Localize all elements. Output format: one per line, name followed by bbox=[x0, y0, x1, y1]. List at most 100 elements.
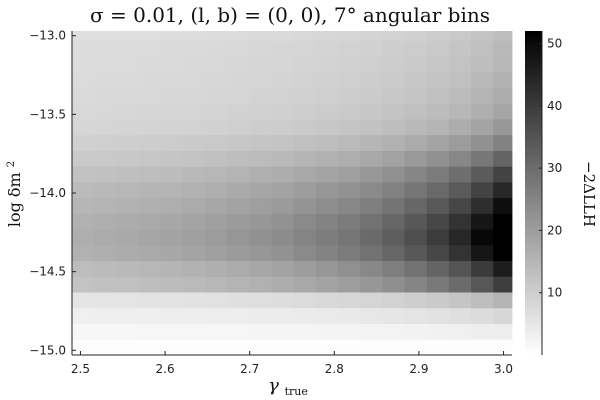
heatmap-cell bbox=[426, 134, 450, 151]
heatmap-cell bbox=[493, 166, 513, 183]
heatmap-cell bbox=[360, 150, 383, 167]
heatmap-cell bbox=[249, 71, 272, 89]
heatmap-cell bbox=[160, 229, 184, 246]
heatmap-cells bbox=[72, 31, 513, 356]
heatmap-cell bbox=[182, 71, 206, 89]
heatmap-cell bbox=[94, 71, 117, 89]
heatmap-cell bbox=[426, 260, 450, 277]
x-tick-label: 2.7 bbox=[240, 362, 259, 376]
heatmap-cell bbox=[293, 166, 317, 183]
x-tick-label: 2.5 bbox=[71, 362, 90, 376]
heatmap-cell bbox=[293, 339, 317, 356]
heatmap-cell bbox=[315, 56, 339, 73]
heatmap-cell bbox=[249, 150, 272, 167]
heatmap-cell bbox=[448, 213, 472, 230]
heatmap-cell bbox=[471, 134, 494, 151]
heatmap-cell bbox=[205, 40, 228, 57]
heatmap-cell bbox=[382, 339, 405, 356]
x-tick-label: 2.8 bbox=[325, 362, 344, 376]
heatmap-cell bbox=[382, 134, 405, 151]
heatmap-cell bbox=[493, 339, 513, 356]
heatmap-cell bbox=[249, 276, 272, 293]
colorbar-tick-label: 10 bbox=[547, 286, 562, 300]
heatmap-cell bbox=[160, 87, 184, 104]
heatmap-cell bbox=[471, 71, 494, 89]
heatmap-cell bbox=[382, 197, 405, 214]
heatmap-cell bbox=[404, 87, 428, 104]
heatmap-cell bbox=[205, 103, 228, 120]
heatmap-cell bbox=[293, 244, 317, 262]
heatmap-cell bbox=[72, 181, 95, 199]
heatmap-cell bbox=[138, 276, 162, 293]
heatmap-cell bbox=[182, 166, 206, 183]
heatmap-cell bbox=[493, 119, 513, 136]
heatmap-cell bbox=[94, 181, 117, 199]
heatmap-cell bbox=[160, 276, 184, 293]
heatmap-cell bbox=[138, 150, 162, 167]
heatmap-cell bbox=[426, 307, 450, 324]
heatmap-cell bbox=[315, 307, 339, 324]
heatmap-cell bbox=[94, 150, 117, 167]
heatmap-cell bbox=[182, 56, 206, 73]
heatmap-cell bbox=[72, 166, 95, 183]
heatmap-cell bbox=[249, 87, 272, 104]
heatmap-cell bbox=[382, 56, 405, 73]
heatmap-cell bbox=[404, 229, 428, 246]
heatmap-cell bbox=[293, 31, 317, 41]
heatmap-cell bbox=[271, 181, 295, 199]
heatmap-cell bbox=[182, 229, 206, 246]
heatmap-cell bbox=[426, 103, 450, 120]
heatmap-cell bbox=[448, 197, 472, 214]
heatmap-cell bbox=[72, 119, 95, 136]
heatmap-cell bbox=[205, 213, 228, 230]
heatmap-cell bbox=[271, 339, 295, 356]
heatmap-cell bbox=[138, 134, 162, 151]
x-axis-label: γ true bbox=[268, 375, 308, 398]
y-axis-label-main: log δm bbox=[5, 172, 24, 227]
heatmap-cell bbox=[448, 166, 472, 183]
heatmap-cell bbox=[72, 292, 95, 309]
heatmap-cell bbox=[138, 119, 162, 136]
heatmap-cell bbox=[293, 71, 317, 89]
heatmap-cell bbox=[448, 276, 472, 293]
x-tick-label: 3.0 bbox=[494, 362, 513, 376]
heatmap-cell bbox=[293, 229, 317, 246]
heatmap-cell bbox=[182, 197, 206, 214]
heatmap-cell bbox=[94, 229, 117, 246]
heatmap-cell bbox=[271, 56, 295, 73]
heatmap-cell bbox=[72, 103, 95, 120]
heatmap-cell bbox=[94, 244, 117, 262]
heatmap-cell bbox=[271, 292, 295, 309]
heatmap-cell bbox=[227, 56, 250, 73]
heatmap-cell bbox=[116, 150, 139, 167]
heatmap-cell bbox=[72, 260, 95, 277]
heatmap-cell bbox=[271, 260, 295, 277]
colorbar-tick-label: 40 bbox=[547, 99, 562, 113]
heatmap-cell bbox=[338, 40, 361, 57]
heatmap-cell bbox=[271, 150, 295, 167]
heatmap-cell bbox=[138, 103, 162, 120]
heatmap-cell bbox=[382, 40, 405, 57]
heatmap-cell bbox=[116, 276, 139, 293]
heatmap-cell bbox=[138, 181, 162, 199]
heatmap-cell bbox=[182, 119, 206, 136]
heatmap-cell bbox=[271, 103, 295, 120]
heatmap-cell bbox=[182, 292, 206, 309]
x-axis: 2.5 2.6 2.7 2.8 2.9 3.0 bbox=[71, 351, 513, 376]
heatmap-cell bbox=[249, 292, 272, 309]
heatmap-cell bbox=[271, 197, 295, 214]
heatmap-cell bbox=[227, 87, 250, 104]
x-tick-label: 2.6 bbox=[156, 362, 175, 376]
heatmap-cell bbox=[116, 292, 139, 309]
heatmap-cell bbox=[360, 181, 383, 199]
heatmap-cell bbox=[493, 229, 513, 246]
heatmap-cell bbox=[404, 307, 428, 324]
heatmap-cell bbox=[138, 244, 162, 262]
heatmap-cell bbox=[160, 339, 184, 356]
heatmap-cell bbox=[382, 31, 405, 41]
heatmap-cell bbox=[360, 307, 383, 324]
heatmap-cell bbox=[471, 260, 494, 277]
heatmap-cell bbox=[315, 103, 339, 120]
heatmap-cell bbox=[338, 197, 361, 214]
heatmap-cell bbox=[271, 40, 295, 57]
